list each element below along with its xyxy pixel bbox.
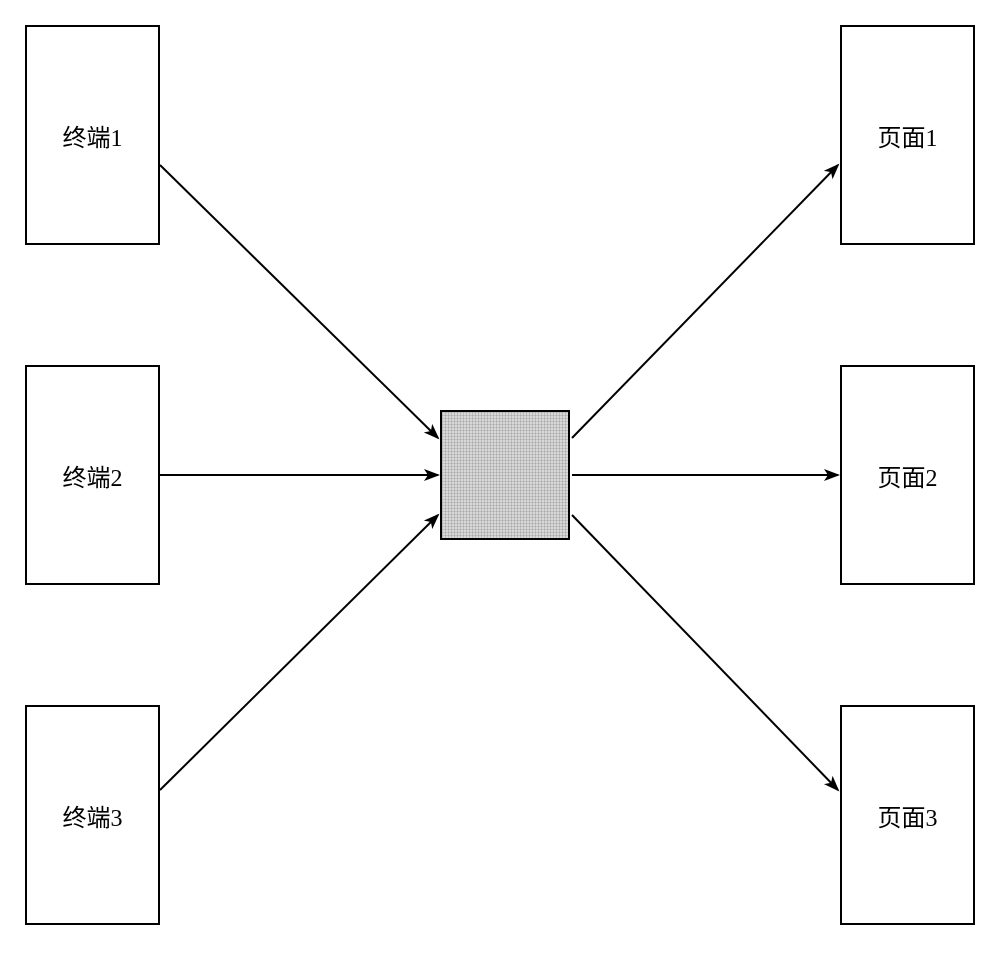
- terminal-1-label: 终端1: [63, 118, 123, 153]
- page-3-box: 页面3: [840, 705, 975, 925]
- diagram-container: 终端1 终端2 终端3 页面1 页面2 页面3: [0, 0, 1000, 971]
- terminal-3-box: 终端3: [25, 705, 160, 925]
- hub-grid-pattern: [442, 412, 568, 538]
- edge-hub-page3: [572, 515, 838, 790]
- terminal-1-box: 终端1: [25, 25, 160, 245]
- page-1-box: 页面1: [840, 25, 975, 245]
- page-2-box: 页面2: [840, 365, 975, 585]
- edge-terminal3-hub: [160, 515, 438, 790]
- terminal-2-label: 终端2: [63, 458, 123, 493]
- page-2-label: 页面2: [878, 458, 938, 493]
- edge-hub-page1: [572, 165, 838, 438]
- edge-terminal1-hub: [160, 165, 438, 438]
- hub-box: [440, 410, 570, 540]
- terminal-2-box: 终端2: [25, 365, 160, 585]
- page-1-label: 页面1: [878, 118, 938, 153]
- terminal-3-label: 终端3: [63, 798, 123, 833]
- page-3-label: 页面3: [878, 798, 938, 833]
